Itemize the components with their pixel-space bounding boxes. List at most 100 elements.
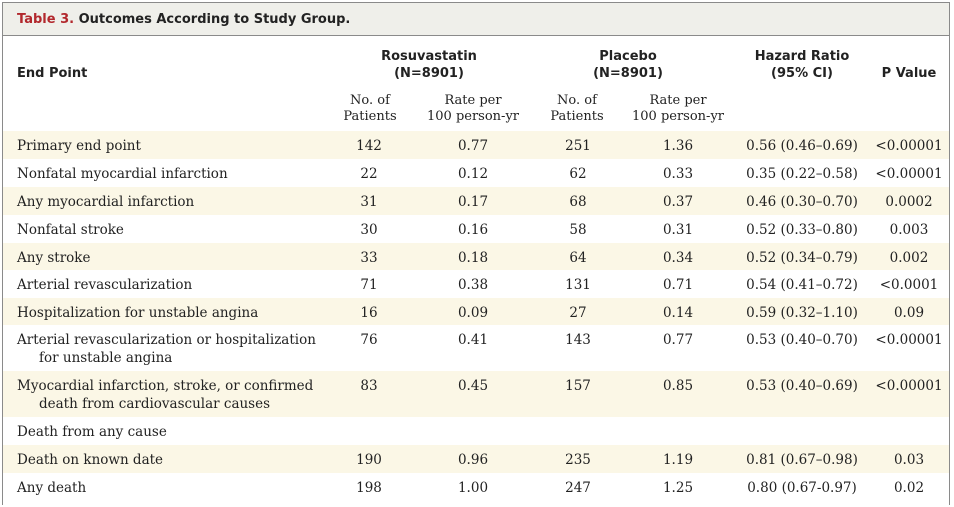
cell-p: <0.00001: [875, 138, 943, 154]
end-point-cell: Primary end point: [17, 137, 337, 155]
subheader-person-yr: 100 person-yr: [427, 109, 519, 124]
cell-r2: 0.77: [662, 332, 694, 348]
end-point-label: Any death: [17, 480, 87, 496]
cell-r1: 0.18: [457, 250, 489, 266]
cell-r1: 0.17: [457, 194, 489, 210]
header-hazard-ratio: Hazard Ratio (95% CI): [727, 48, 877, 82]
cell-p: <0.00001: [875, 332, 943, 348]
end-point-cell: Death on known date: [17, 451, 337, 469]
cell-r2: 0.37: [662, 194, 694, 210]
subheader-person-yr: 100 person-yr: [632, 109, 724, 124]
header-placebo: Placebo (N=8901): [548, 48, 708, 82]
header-end-point: End Point: [17, 66, 88, 81]
cell-hr: 0.53 (0.40–0.69): [746, 378, 858, 394]
cell-hr: 0.52 (0.33–0.80): [746, 222, 858, 238]
end-point-cell: Nonfatal myocardial infarction: [17, 165, 337, 183]
cell-n1: 16: [360, 305, 378, 321]
table-label: Table 3.: [17, 12, 75, 27]
cell-r2: 1.36: [662, 138, 694, 154]
end-point-cell: Nonfatal stroke: [17, 221, 337, 239]
subheader-no-of: No. of: [557, 93, 597, 108]
cell-hr: 0.81 (0.67–0.98): [746, 452, 858, 468]
cell-n1: 30: [360, 222, 378, 238]
end-point-cell: Arterial revascularization or hospitaliz…: [17, 331, 337, 367]
header-rosuvastatin-n: (N=8901): [394, 66, 464, 81]
cell-p: <0.0001: [879, 277, 939, 293]
cell-p: <0.00001: [875, 378, 943, 394]
subheader-patients: Patients: [550, 109, 604, 124]
cell-r1: 0.45: [457, 378, 489, 394]
cell-r1: 0.96: [457, 452, 489, 468]
cell-hr: 0.54 (0.41–0.72): [746, 277, 858, 293]
cell-r2: 0.14: [662, 305, 694, 321]
header-placebo-n: (N=8901): [593, 66, 663, 81]
cell-p: <0.00001: [875, 166, 943, 182]
end-point-label-continued: death from cardiovascular causes: [39, 396, 271, 412]
cell-n2: 235: [565, 452, 591, 468]
end-point-label: Any stroke: [17, 250, 91, 266]
cell-r1: 0.12: [457, 166, 489, 182]
cell-n2: 131: [565, 277, 591, 293]
cell-hr: 0.53 (0.40–0.70): [746, 332, 858, 348]
cell-p: 0.002: [889, 250, 929, 266]
cell-n1: 71: [360, 277, 378, 293]
subheader-patients-rosuvastatin: No. of Patients: [335, 93, 405, 125]
cell-r1: 0.16: [457, 222, 489, 238]
cell-r1: 0.09: [457, 305, 489, 321]
cell-n2: 64: [569, 250, 587, 266]
cell-n2: 68: [569, 194, 587, 210]
cell-r2: 0.33: [662, 166, 694, 182]
table-row: Nonfatal stroke 30 0.16 58 0.31 0.52 (0.33–0.…: [3, 215, 949, 243]
header-p-value: P Value: [881, 66, 937, 81]
cell-r2: 0.34: [662, 250, 694, 266]
subheader-rate-rosuvastatin: Rate per 100 person-yr: [418, 93, 528, 125]
end-point-label: Myocardial infarction, stroke, or confir…: [17, 378, 314, 394]
subheader-rate-per: Rate per: [444, 93, 502, 108]
cell-p: 0.09: [893, 305, 925, 321]
cell-hr: 0.80 (0.67-0.97): [747, 480, 857, 496]
cell-r2: 0.71: [662, 277, 694, 293]
cell-n1: 31: [360, 194, 378, 210]
end-point-cell: Death from any cause: [17, 423, 337, 441]
subheader-rate-placebo: Rate per 100 person-yr: [623, 93, 733, 125]
cell-hr: 0.35 (0.22–0.58): [746, 166, 858, 182]
subheader-rate-per: Rate per: [649, 93, 707, 108]
end-point-cell: Myocardial infarction, stroke, or confir…: [17, 377, 337, 413]
end-point-cell: Any myocardial infarction: [17, 193, 337, 211]
end-point-cell: Arterial revascularization: [17, 276, 337, 294]
cell-n2: 157: [565, 378, 591, 394]
end-point-label: Death from any cause: [17, 424, 167, 440]
end-point-label: Arterial revascularization or hospitaliz…: [17, 332, 316, 348]
cell-n2: 58: [569, 222, 587, 238]
header-hazard-ratio-label: Hazard Ratio: [754, 49, 850, 64]
cell-r2: 1.19: [662, 452, 694, 468]
cell-r2: 0.85: [662, 378, 694, 394]
header-rosuvastatin: Rosuvastatin (N=8901): [349, 48, 509, 82]
cell-p: 0.003: [889, 222, 929, 238]
cell-hr: 0.59 (0.32–1.10): [746, 305, 858, 321]
table-row: Any myocardial infarction 31 0.17 68 0.37 0.4…: [3, 187, 949, 215]
cell-p: 0.03: [893, 452, 925, 468]
table-row: Any stroke 33 0.18 64 0.34 0.52 (0.34–0.79) 0.…: [3, 243, 949, 270]
cell-n1: 22: [360, 166, 378, 182]
cell-n1: 83: [360, 378, 378, 394]
cell-r2: 0.31: [662, 222, 694, 238]
cell-r1: 0.38: [457, 277, 489, 293]
end-point-label: Any myocardial infarction: [17, 194, 195, 210]
end-point-label: Nonfatal myocardial infarction: [17, 166, 228, 182]
cell-r1: 0.41: [457, 332, 489, 348]
cell-n2: 143: [565, 332, 591, 348]
end-point-cell: Hospitalization for unstable angina: [17, 304, 337, 322]
header-rosuvastatin-name: Rosuvastatin: [381, 49, 477, 64]
end-point-label: Hospitalization for unstable angina: [17, 305, 259, 321]
table-row: Any death 198 1.00 247 1.25 0.80 (0.67-0.97) 0…: [3, 473, 949, 504]
cell-n1: 33: [360, 250, 378, 266]
subheader-patients-placebo: No. of Patients: [541, 93, 613, 125]
end-point-label: Primary end point: [17, 138, 141, 154]
table-row: Death from any cause: [3, 417, 949, 445]
cell-n2: 251: [565, 138, 591, 154]
cell-p: 0.02: [893, 480, 925, 496]
table-row: Arterial revascularization 71 0.38 131 0.71 0…: [3, 270, 949, 298]
end-point-cell: Any death: [17, 479, 337, 497]
